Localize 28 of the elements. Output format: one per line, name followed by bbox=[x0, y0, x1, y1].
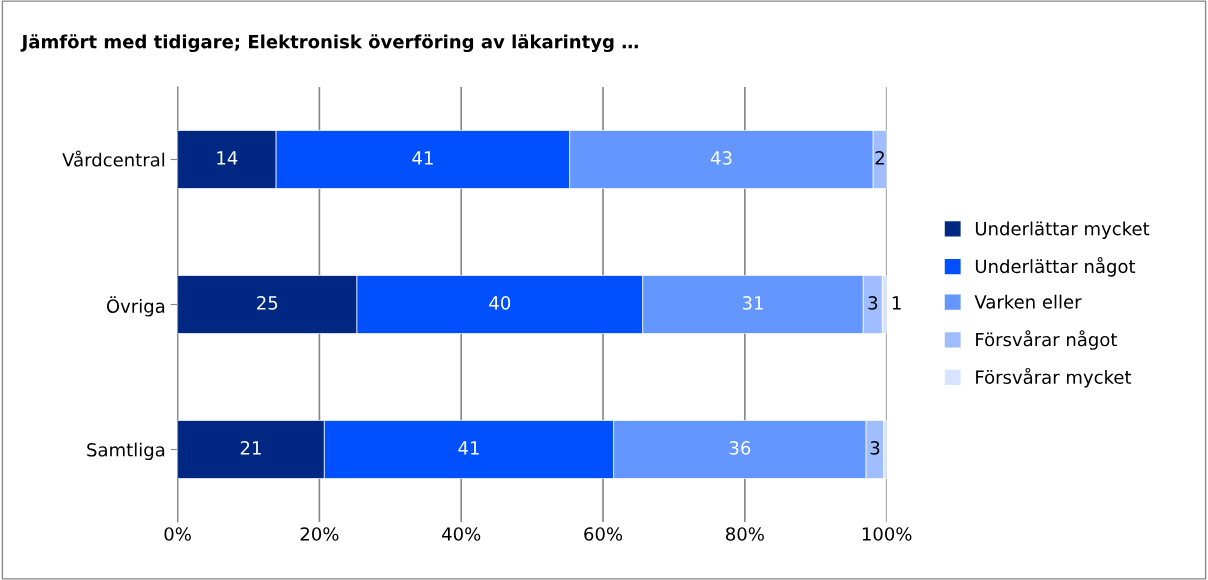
legend-label: Försvårar något bbox=[976, 330, 1118, 350]
y-tick-label: Samtliga bbox=[87, 442, 165, 461]
chart-title: Jämfört med tidigare; Elektronisk överföring av läkarintyg … bbox=[20, 34, 638, 53]
data-label: 25 bbox=[257, 296, 278, 310]
data-label: 2 bbox=[875, 151, 884, 165]
y-tick-label: Övriga bbox=[106, 296, 165, 317]
data-label: 3 bbox=[870, 441, 880, 455]
x-tick-label: 80% bbox=[726, 527, 764, 541]
data-label: 3 bbox=[868, 296, 878, 310]
data-label: 41 bbox=[412, 151, 433, 165]
data-label: 36 bbox=[729, 441, 751, 455]
data-label: 40 bbox=[489, 296, 511, 310]
x-tick-label: 0% bbox=[164, 527, 191, 541]
data-label: 14 bbox=[217, 151, 238, 165]
data-label: 21 bbox=[240, 441, 261, 455]
legend-label: Underlättar något bbox=[975, 257, 1136, 277]
legend-label: Försvårar mycket bbox=[976, 367, 1132, 388]
data-label: 1 bbox=[892, 296, 901, 310]
x-tick-label: 20% bbox=[300, 527, 339, 541]
y-tick-label: Vårdcentral bbox=[62, 150, 165, 167]
data-label: 31 bbox=[742, 296, 763, 310]
x-tick-label: 100% bbox=[862, 527, 912, 541]
data-label: 41 bbox=[458, 441, 479, 455]
x-tick-label: 40% bbox=[442, 527, 481, 541]
data-label: 43 bbox=[710, 151, 732, 165]
legend-label: Underlättar mycket bbox=[975, 221, 1150, 239]
x-tick-label: 60% bbox=[584, 527, 623, 541]
legend-label: Varken eller bbox=[974, 294, 1082, 309]
